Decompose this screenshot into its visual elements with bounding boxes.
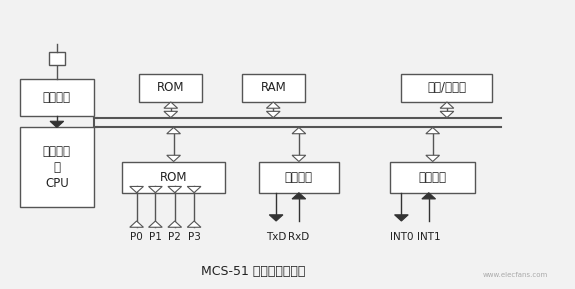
Text: MCS-51 单片机结构框图: MCS-51 单片机结构框图 <box>201 265 305 278</box>
Text: TxD: TxD <box>266 232 286 242</box>
Bar <box>259 162 339 193</box>
Text: RAM: RAM <box>260 81 286 94</box>
Polygon shape <box>292 127 306 134</box>
Text: 中央处理
器
CPU: 中央处理 器 CPU <box>43 145 71 190</box>
Text: INT1: INT1 <box>417 232 440 242</box>
Polygon shape <box>164 102 178 108</box>
Polygon shape <box>167 155 181 162</box>
Text: 定时/计算器: 定时/计算器 <box>427 81 466 94</box>
Polygon shape <box>266 111 280 118</box>
Text: ROM: ROM <box>160 171 187 184</box>
Bar <box>20 127 94 207</box>
Text: 时钟电路: 时钟电路 <box>43 91 71 104</box>
Bar <box>242 74 305 102</box>
Text: P2: P2 <box>168 232 181 242</box>
Polygon shape <box>426 155 439 162</box>
Polygon shape <box>168 186 182 193</box>
Text: P0: P0 <box>130 232 143 242</box>
Polygon shape <box>394 215 408 221</box>
Polygon shape <box>164 111 178 118</box>
Text: P1: P1 <box>149 232 162 242</box>
Text: www.elecfans.com: www.elecfans.com <box>482 272 548 278</box>
Bar <box>401 74 493 102</box>
Polygon shape <box>269 215 283 221</box>
Polygon shape <box>266 102 280 108</box>
Polygon shape <box>422 193 435 199</box>
Bar <box>49 52 65 65</box>
Text: INT0: INT0 <box>390 232 413 242</box>
Polygon shape <box>130 186 143 193</box>
Polygon shape <box>148 221 162 227</box>
Polygon shape <box>187 186 201 193</box>
Bar <box>20 79 94 116</box>
Text: 中断系统: 中断系统 <box>419 171 447 184</box>
Polygon shape <box>187 221 201 227</box>
Polygon shape <box>168 221 182 227</box>
Polygon shape <box>130 221 143 227</box>
Bar <box>390 162 476 193</box>
Text: RxD: RxD <box>288 232 309 242</box>
Bar <box>140 74 202 102</box>
Polygon shape <box>292 193 306 199</box>
Polygon shape <box>167 127 181 134</box>
Bar <box>122 162 225 193</box>
Polygon shape <box>440 111 454 118</box>
Polygon shape <box>426 127 439 134</box>
Polygon shape <box>292 155 306 162</box>
Polygon shape <box>50 121 64 127</box>
Text: P3: P3 <box>187 232 201 242</box>
Polygon shape <box>148 186 162 193</box>
Polygon shape <box>440 102 454 108</box>
Text: ROM: ROM <box>157 81 185 94</box>
Text: 串行接口: 串行接口 <box>285 171 313 184</box>
